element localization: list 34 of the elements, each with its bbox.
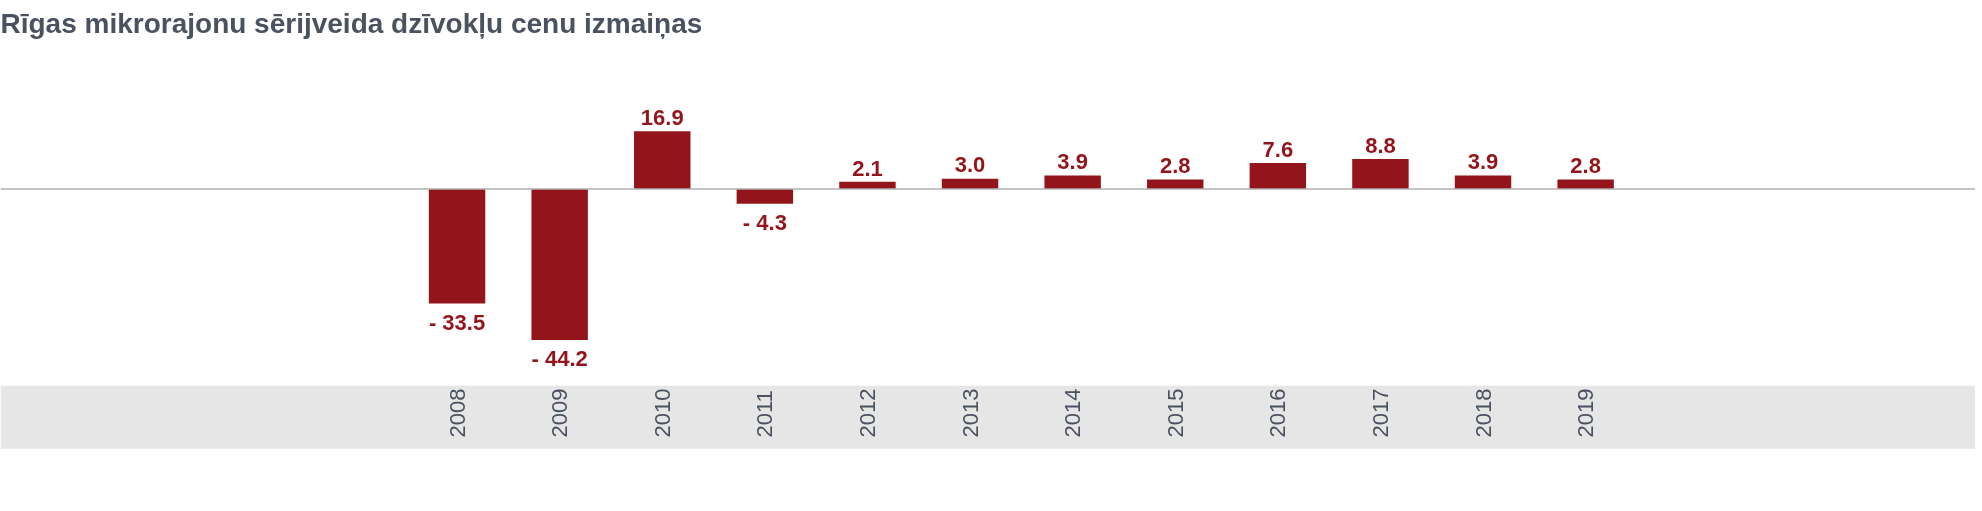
x-tick-label: 2019 — [1573, 388, 1599, 438]
bar — [1557, 179, 1614, 189]
x-tick-label: 2016 — [1265, 388, 1291, 438]
data-label: 16.9 — [640, 104, 684, 130]
bar — [634, 131, 691, 189]
data-label: 8.8 — [1365, 132, 1396, 158]
chart-title: Rīgas mikrorajonu sērijveida dzīvokļu cenu izmaiņas — [0, 7, 703, 39]
bar — [1147, 179, 1204, 189]
x-tick-label: 2009 — [547, 388, 573, 438]
data-label: 2.1 — [852, 155, 883, 181]
bar — [1352, 158, 1409, 189]
data-label: 2.8 — [1570, 153, 1601, 179]
bar — [1249, 162, 1307, 189]
data-label: - 33.5 — [428, 309, 486, 335]
data-label: - 4.3 — [742, 209, 787, 235]
x-tick-label: 2013 — [957, 388, 983, 438]
data-label: 3.9 — [1057, 149, 1088, 175]
data-label: - 44.2 — [531, 346, 588, 372]
bar — [428, 188, 486, 304]
x-tick-label: 2010 — [649, 388, 675, 438]
data-label: 7.6 — [1262, 136, 1294, 162]
x-tick-label: 2011 — [752, 390, 778, 438]
x-tick-label: 2008 — [444, 388, 470, 438]
x-tick-label: 2012 — [854, 388, 880, 438]
x-tick-label: 2015 — [1162, 388, 1188, 438]
bar — [1044, 175, 1101, 189]
data-label: 3.9 — [1467, 149, 1499, 175]
x-tick-label: 2017 — [1367, 388, 1393, 438]
data-label: 2.8 — [1159, 153, 1191, 179]
bar — [531, 188, 588, 340]
x-tick-label: 2014 — [1060, 388, 1086, 438]
bar — [736, 188, 794, 204]
data-label: 3.0 — [954, 152, 986, 178]
x-tick-label: 2018 — [1470, 388, 1496, 438]
